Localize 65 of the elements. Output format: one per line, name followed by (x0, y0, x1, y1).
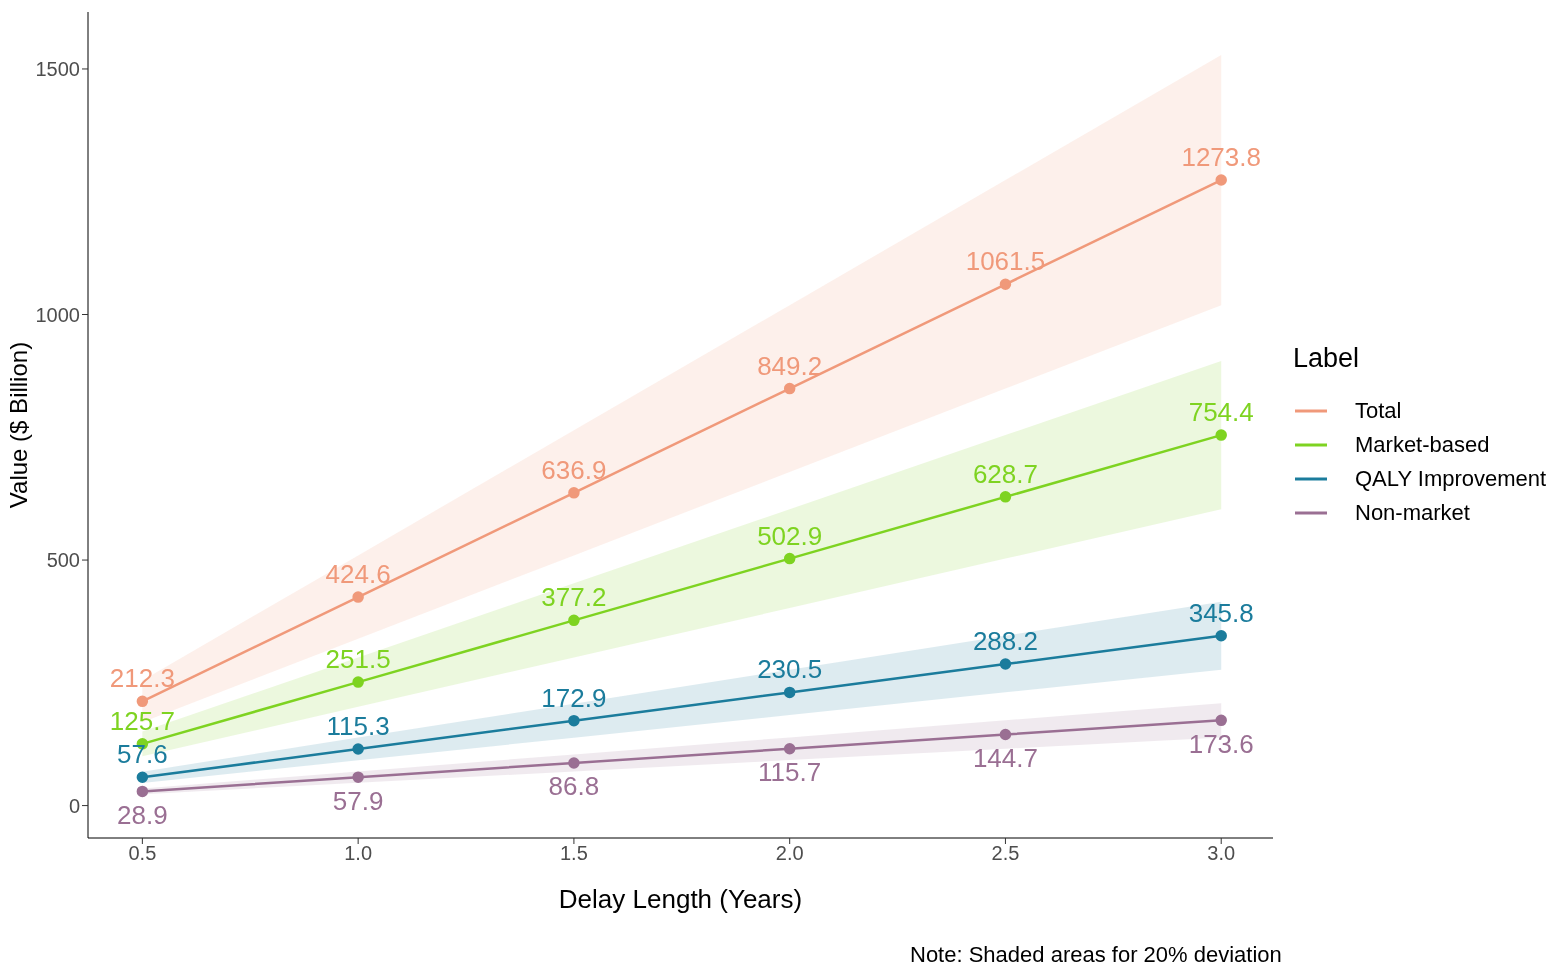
x-tick-label: 2.0 (775, 842, 804, 865)
data-label: 849.2 (757, 350, 823, 381)
point (999, 491, 1012, 503)
data-label: 754.4 (1188, 397, 1254, 428)
point (999, 278, 1012, 291)
data-label: 115.7 (758, 757, 822, 788)
data-label: 628.7 (972, 458, 1038, 489)
point (136, 771, 149, 784)
data-label: 424.6 (325, 559, 391, 590)
data-label: 288.2 (972, 626, 1038, 657)
point (1215, 429, 1227, 441)
point (783, 686, 796, 699)
point (1215, 174, 1227, 186)
point (136, 695, 149, 708)
data-label: 115.3 (326, 710, 390, 741)
point (568, 714, 580, 727)
y-tick-label: 1500 (35, 58, 80, 81)
point (1215, 714, 1227, 727)
point (999, 728, 1012, 741)
data-label: 172.9 (541, 682, 607, 713)
data-label: 173.6 (1188, 728, 1254, 759)
point (352, 591, 364, 603)
data-label: 636.9 (541, 454, 607, 485)
legend-title: Label (1293, 343, 1361, 374)
data-label: 251.5 (325, 644, 391, 675)
data-label: 1061.5 (965, 246, 1046, 277)
data-label: 377.2 (541, 582, 607, 613)
x-tick-label: 1.5 (560, 842, 588, 865)
point (352, 771, 364, 783)
y-tick-label: 0 (68, 794, 80, 817)
point (568, 487, 580, 499)
point (783, 382, 796, 395)
data-label: 230.5 (757, 654, 823, 685)
data-label: 125.7 (109, 705, 175, 736)
data-label: 502.9 (757, 520, 823, 551)
legend-label: Non-market (1355, 500, 1470, 526)
data-label: 144.7 (972, 742, 1038, 773)
x-tick-label: 2.5 (991, 842, 1020, 865)
point (352, 743, 364, 755)
text: Note: Shaded areas for 20% deviation (910, 942, 1282, 968)
x-tick-label: 3.0 (1207, 842, 1236, 865)
point (568, 614, 580, 627)
point (352, 676, 364, 688)
legend-label: Total (1355, 398, 1402, 424)
point (1215, 630, 1227, 642)
point (136, 785, 149, 798)
data-label: 1273.8 (1181, 142, 1261, 173)
legend-label: Market-based (1355, 432, 1490, 458)
data-label: 57.9 (332, 785, 384, 816)
y-tick-label: 500 (46, 549, 80, 572)
y-axis-title: Value ($ Billion) (4, 341, 32, 509)
point (783, 743, 796, 755)
x-tick-label: 0.5 (128, 842, 157, 865)
data-label: 28.9 (117, 799, 168, 830)
point (999, 658, 1012, 670)
x-tick-label: 1.0 (344, 842, 373, 865)
data-label: 57.6 (117, 739, 168, 770)
point (568, 757, 580, 769)
x-axis-title: Delay Length (Years) (558, 884, 803, 914)
y-tick-label: 1000 (35, 303, 80, 326)
data-label: 86.8 (548, 771, 600, 802)
data-label: 212.3 (109, 663, 175, 694)
legend-label: QALY Improvement (1355, 466, 1547, 492)
point (783, 552, 796, 565)
data-label: 345.8 (1188, 597, 1254, 628)
